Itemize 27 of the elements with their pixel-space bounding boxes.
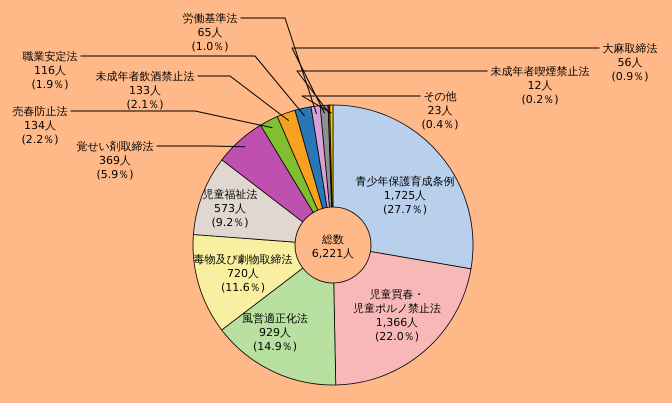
data-label: 12人 (0.2％) [521,79,559,106]
slice-label: 売春防止法 [12,105,68,118]
data-label: 929人 (14.9％) [252,326,298,353]
data-label: 1,366人 (22.0％) [374,316,420,343]
text: 総数 6,221人 [312,233,354,260]
slice-label: 未成年者喫煙禁止法 [490,65,590,78]
slice-label: 毒物及び劇物取締法 [194,253,292,266]
data-label: 116人 (1.9％) [31,64,69,91]
slice-label: その他 [424,90,456,103]
data-label: 133人 (2.1％) [126,84,164,111]
data-label: 65人 (1.0％) [191,26,229,53]
data-label: 23人 (0.4％) [421,104,459,131]
slice-label: 労働基準法 [182,12,238,25]
slice-label: 児童買春・児童ポルノ禁止法 [353,288,441,315]
slice-label: 未成年者飲酒禁止法 [96,70,194,83]
data-label: 1,725人 (27.7％) [382,189,428,216]
slice-label: 職業安定法 [22,50,78,63]
data-label: 56人 (0.9％) [611,56,649,83]
data-label: 720人 (11.6％) [220,267,266,294]
slice-label: 青少年保護育成条例 [356,175,454,188]
slice-label: 大麻取締法 [602,42,658,55]
data-label: 369人 (5.9％) [96,154,134,181]
slice-label: 風営適正化法 [242,312,308,325]
slice-label: 児童福祉法 [202,188,258,201]
slice-label: 覚せい剤取締法 [76,140,154,153]
data-label: 573人 (9.2％) [211,202,249,229]
data-label: 134人 (2.2％) [21,119,59,146]
